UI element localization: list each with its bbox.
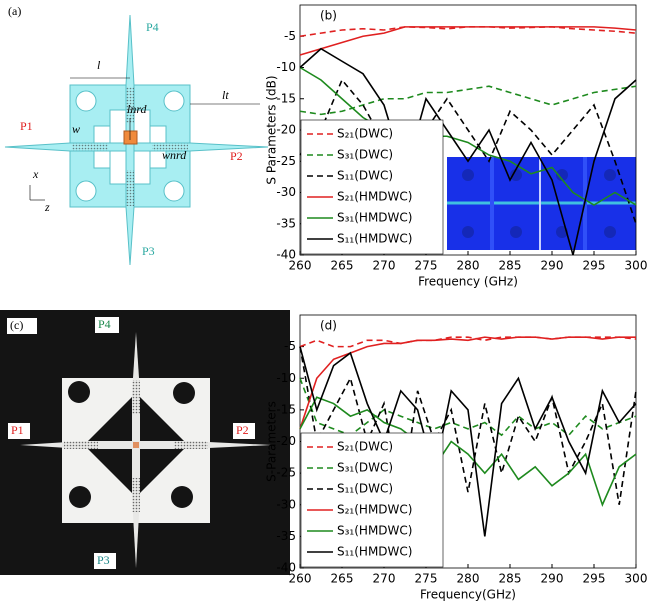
y-tick-label: -20 <box>276 434 296 448</box>
x-tick-label: 295 <box>583 572 606 586</box>
y-axis-label: S Parameters (dB) <box>265 75 279 184</box>
y-tick-label: -5 <box>284 339 296 353</box>
port-label: P1 <box>11 423 24 437</box>
x-tick-label: 300 <box>625 572 648 586</box>
port-label: P1 <box>20 119 33 133</box>
axis-label: z <box>44 200 50 214</box>
port-label: P4 <box>98 317 111 331</box>
y-tick-label: -25 <box>276 466 296 480</box>
x-tick-label: 260 <box>289 259 312 273</box>
panel-c: (c) P4 P1 P2 P3 <box>0 310 290 575</box>
series-line <box>300 27 636 36</box>
legend-label: S₁₁(DWC) <box>337 482 393 496</box>
x-tick-label: 290 <box>541 572 564 586</box>
x-tick-label: 265 <box>331 572 354 586</box>
x-tick-label: 290 <box>541 259 564 273</box>
x-tick-label: 260 <box>289 572 312 586</box>
series-line <box>300 27 636 55</box>
legend-label: S₃₁(DWC) <box>337 148 393 162</box>
dimension-label: lt <box>222 88 229 102</box>
panel-label: (a) <box>8 4 21 18</box>
series-line <box>300 337 636 346</box>
legend-label: S₂₁(HMDWC) <box>337 503 412 517</box>
x-tick-label: 275 <box>415 259 438 273</box>
legend-label: S₁₁(DWC) <box>337 169 393 183</box>
port-label: P2 <box>230 149 243 163</box>
legend-label: S₃₁(DWC) <box>337 461 393 475</box>
dimension-label: w <box>72 122 80 136</box>
legend-label: S₁₁(HMDWC) <box>337 545 412 559</box>
y-tick-label: -30 <box>276 185 296 199</box>
panel-label: (c) <box>10 318 23 332</box>
legend-label: S₃₁(HMDWC) <box>337 524 412 538</box>
x-tick-label: 280 <box>457 572 480 586</box>
y-tick-label: -20 <box>276 123 296 137</box>
legend-label: S₂₁(DWC) <box>337 127 393 141</box>
page: (a) P4 P1 P2 P3 l lt lnrd w wnrd x z (c)… <box>0 0 648 611</box>
x-axis-label: Frequency(GHz) <box>420 588 516 602</box>
port-label: P2 <box>236 423 249 437</box>
legend-label: S₃₁(HMDWC) <box>337 211 412 225</box>
y-tick-label: -10 <box>276 371 296 385</box>
axis-label: x <box>32 167 39 181</box>
x-tick-label: 265 <box>331 259 354 273</box>
x-tick-label: 270 <box>373 572 396 586</box>
dimension-label: l <box>97 58 101 72</box>
figure: (a) P4 P1 P2 P3 l lt lnrd w wnrd x z (c)… <box>0 0 648 611</box>
x-axis-label: Frequency (GHz) <box>418 275 518 289</box>
dimension-label: wnrd <box>162 148 187 162</box>
y-tick-label: -5 <box>284 29 296 43</box>
port-label: P3 <box>142 244 155 258</box>
dimension-label: lnrd <box>127 102 148 116</box>
y-tick-label: -35 <box>276 529 296 543</box>
panel-a: (a) P4 P1 P2 P3 l lt lnrd w wnrd x z <box>5 4 268 265</box>
y-tick-label: -30 <box>276 497 296 511</box>
panel-label: (b) <box>320 9 337 23</box>
x-tick-label: 285 <box>499 572 522 586</box>
port-label: P4 <box>146 20 159 34</box>
port-label: P3 <box>97 553 110 567</box>
y-tick-label: -10 <box>276 60 296 74</box>
legend-label: S₂₁(DWC) <box>337 440 393 454</box>
x-tick-label: 275 <box>415 572 438 586</box>
y-tick-label: -35 <box>276 216 296 230</box>
x-tick-label: 295 <box>583 259 606 273</box>
x-tick-label: 270 <box>373 259 396 273</box>
y-tick-label: -15 <box>276 402 296 416</box>
y-axis-label: S-Parameters <box>265 401 279 482</box>
y-tick-label: -15 <box>276 91 296 105</box>
x-tick-label: 300 <box>625 259 648 273</box>
legend-label: S₁₁(HMDWC) <box>337 232 412 246</box>
panel-label: (d) <box>320 319 337 333</box>
series-line <box>300 378 636 435</box>
x-tick-label: 280 <box>457 259 480 273</box>
x-tick-label: 285 <box>499 259 522 273</box>
legend-label: S₂₁(HMDWC) <box>337 190 412 204</box>
y-tick-label: -25 <box>276 154 296 168</box>
